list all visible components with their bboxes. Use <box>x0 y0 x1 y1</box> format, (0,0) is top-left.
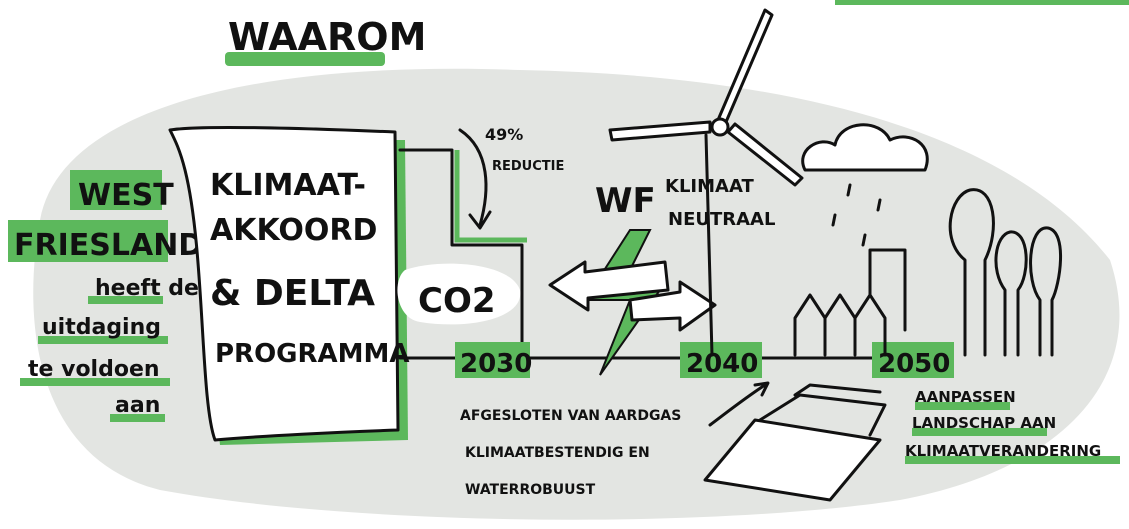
challenge-line: heeft de <box>95 276 199 301</box>
year: 2030 <box>460 349 532 379</box>
goal-2050: KLIMAATVERANDERING <box>905 442 1101 460</box>
top-bar <box>835 0 1129 5</box>
agreement-line: AKKOORD <box>210 213 377 248</box>
challenge-line: aan <box>115 393 160 418</box>
co2: CO2 <box>418 281 496 321</box>
challenge-line: uitdaging <box>42 315 161 340</box>
agreement-line: PROGRAMMA <box>215 339 410 369</box>
year: 2040 <box>686 349 758 379</box>
agreement-line: & DELTA <box>210 273 375 314</box>
challenge-line: te voldoen <box>28 357 160 382</box>
goal-2050: AANPASSEN <box>915 388 1016 406</box>
agreement-line: KLIMAAT- <box>210 168 366 203</box>
illustration: WAAROM WEST FRIESLAND heeft de uitdaging… <box>0 0 1129 529</box>
year: 2050 <box>878 349 950 379</box>
reduction-label: REDUCTIE <box>492 159 564 174</box>
reduction-amount: 49% <box>485 125 523 144</box>
goal-2040: AFGESLOTEN VAN AARDGAS <box>460 408 681 424</box>
region-line: FRIESLAND <box>14 228 203 263</box>
neutral-line: NEUTRAAL <box>668 209 775 230</box>
goal-2050: LANDSCHAP AAN <box>912 414 1056 432</box>
goal-2040: KLIMAATBESTENDIG EN <box>465 445 650 461</box>
turbine-hub <box>712 119 728 135</box>
goal-2040: WATERROBUUST <box>465 482 596 498</box>
neutral-abbr: WF <box>595 181 656 221</box>
title: WAAROM <box>228 15 426 59</box>
region-line: WEST <box>78 178 174 213</box>
neutral-line: KLIMAAT <box>665 176 754 197</box>
